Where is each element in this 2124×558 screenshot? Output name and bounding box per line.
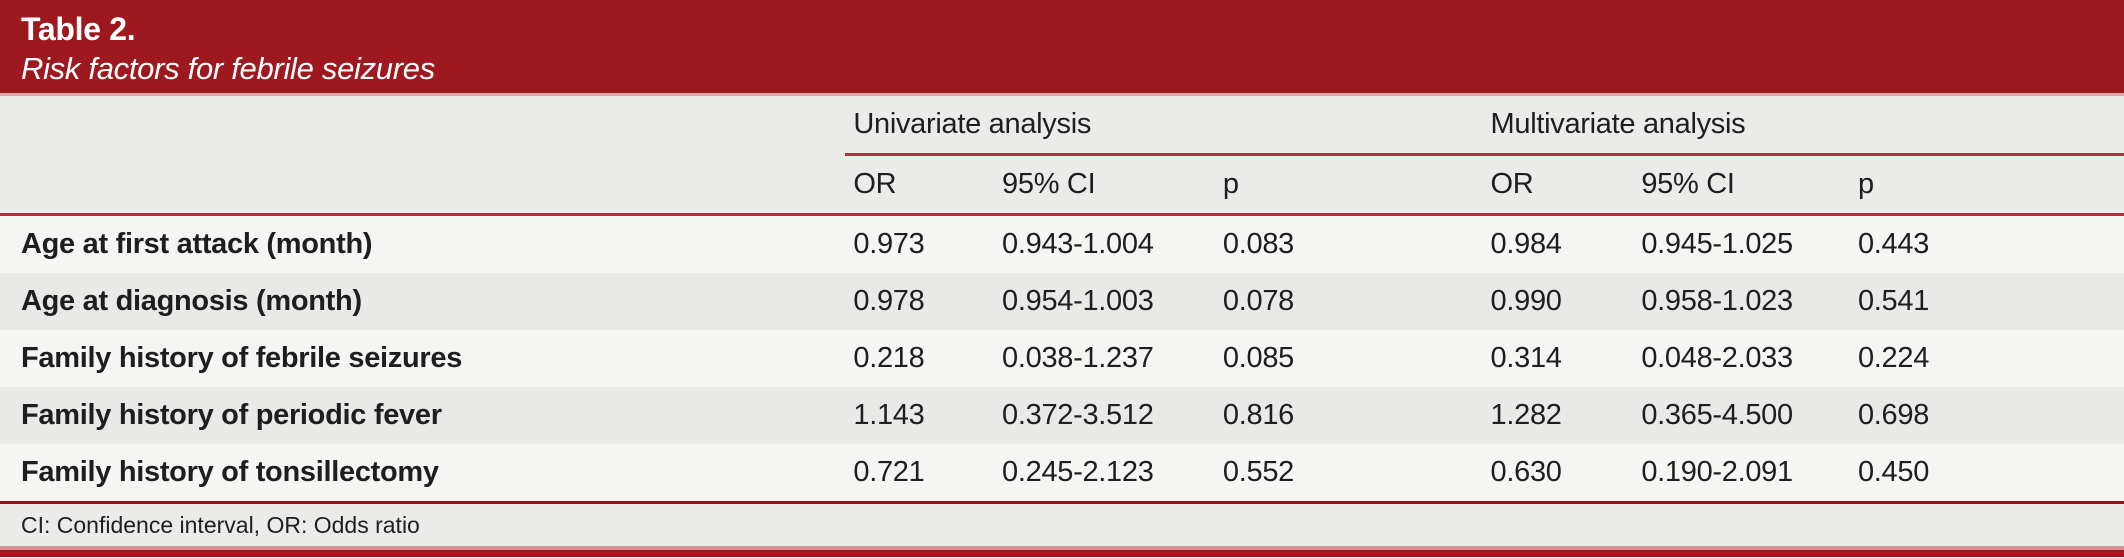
col-header-or-univariate: OR — [845, 154, 995, 216]
cell-or-multivariate: 0.984 — [1482, 214, 1634, 273]
cell-ci-multivariate: 0.190-2.091 — [1633, 444, 1850, 504]
cell-or-univariate: 0.218 — [845, 330, 995, 387]
group-header-row: Univariate analysis Multivariate analysi… — [0, 96, 2124, 156]
col-header-p-multivariate: p — [1849, 154, 2124, 216]
cell-p-univariate: 0.552 — [1214, 444, 1483, 504]
table-row: Age at diagnosis (month) 0.978 0.954-1.0… — [0, 273, 2124, 330]
table-row: Age at first attack (month) 0.973 0.943-… — [0, 214, 2124, 273]
cell-p-multivariate: 0.541 — [1849, 273, 2124, 330]
group-header-multivariate: Multivariate analysis — [1482, 96, 2124, 156]
cell-ci-univariate: 0.245-2.123 — [994, 444, 1215, 504]
sub-header-row: OR 95% CI p OR 95% CI p — [0, 154, 2124, 216]
bottom-accent-bar — [0, 550, 2124, 557]
cell-ci-multivariate: 0.365-4.500 — [1633, 387, 1850, 444]
cell-or-multivariate: 1.282 — [1482, 387, 1634, 444]
cell-or-univariate: 0.978 — [845, 273, 995, 330]
cell-p-multivariate: 0.443 — [1849, 214, 2124, 273]
table-row: Family history of tonsillectomy 0.721 0.… — [0, 444, 2124, 504]
sub-header-empty — [0, 154, 846, 216]
cell-ci-multivariate: 0.048-2.033 — [1633, 330, 1850, 387]
row-label: Family history of periodic fever — [0, 387, 846, 444]
col-header-ci-multivariate: 95% CI — [1633, 154, 1850, 216]
row-label: Age at first attack (month) — [0, 214, 846, 273]
cell-p-multivariate: 0.698 — [1849, 387, 2124, 444]
table-body: Age at first attack (month) 0.973 0.943-… — [0, 214, 2124, 504]
cell-or-univariate: 1.143 — [845, 387, 995, 444]
col-header-p-univariate: p — [1214, 154, 1483, 216]
cell-p-univariate: 0.083 — [1214, 214, 1483, 273]
cell-or-univariate: 0.973 — [845, 214, 995, 273]
group-header-univariate: Univariate analysis — [845, 96, 1483, 156]
corner-cell — [0, 96, 846, 155]
cell-ci-univariate: 0.038-1.237 — [994, 330, 1215, 387]
row-label: Family history of febrile seizures — [0, 330, 846, 387]
footnote-strip: CI: Confidence interval, OR: Odds ratio — [0, 504, 2124, 550]
cell-ci-univariate: 0.372-3.512 — [994, 387, 1215, 444]
row-label: Age at diagnosis (month) — [0, 273, 846, 330]
cell-or-multivariate: 0.990 — [1482, 273, 1634, 330]
abbreviations-footnote: CI: Confidence interval, OR: Odds ratio — [21, 511, 420, 538]
cell-p-multivariate: 0.450 — [1849, 444, 2124, 504]
cell-or-multivariate: 0.314 — [1482, 330, 1634, 387]
cell-ci-univariate: 0.954-1.003 — [994, 273, 1215, 330]
cell-p-univariate: 0.078 — [1214, 273, 1483, 330]
table-number: Table 2. — [21, 11, 136, 47]
risk-factors-table: Univariate analysis Multivariate analysi… — [0, 96, 2124, 504]
col-header-ci-univariate: 95% CI — [994, 154, 1215, 216]
col-header-or-multivariate: OR — [1482, 154, 1634, 216]
table-row: Family history of periodic fever 1.143 0… — [0, 387, 2124, 444]
table-header: Univariate analysis Multivariate analysi… — [0, 96, 2124, 216]
table-row: Family history of febrile seizures 0.218… — [0, 330, 2124, 387]
cell-ci-multivariate: 0.958-1.023 — [1633, 273, 1850, 330]
table-caption: Risk factors for febrile seizures — [21, 51, 435, 86]
row-label: Family history of tonsillectomy — [0, 444, 846, 504]
cell-p-univariate: 0.085 — [1214, 330, 1483, 387]
cell-p-multivariate: 0.224 — [1849, 330, 2124, 387]
cell-ci-multivariate: 0.945-1.025 — [1633, 214, 1850, 273]
cell-or-multivariate: 0.630 — [1482, 444, 1634, 504]
cell-p-univariate: 0.816 — [1214, 387, 1483, 444]
table-title-band: Table 2. Risk factors for febrile seizur… — [0, 0, 2124, 96]
cell-or-univariate: 0.721 — [845, 444, 995, 504]
cell-ci-univariate: 0.943-1.004 — [994, 214, 1215, 273]
